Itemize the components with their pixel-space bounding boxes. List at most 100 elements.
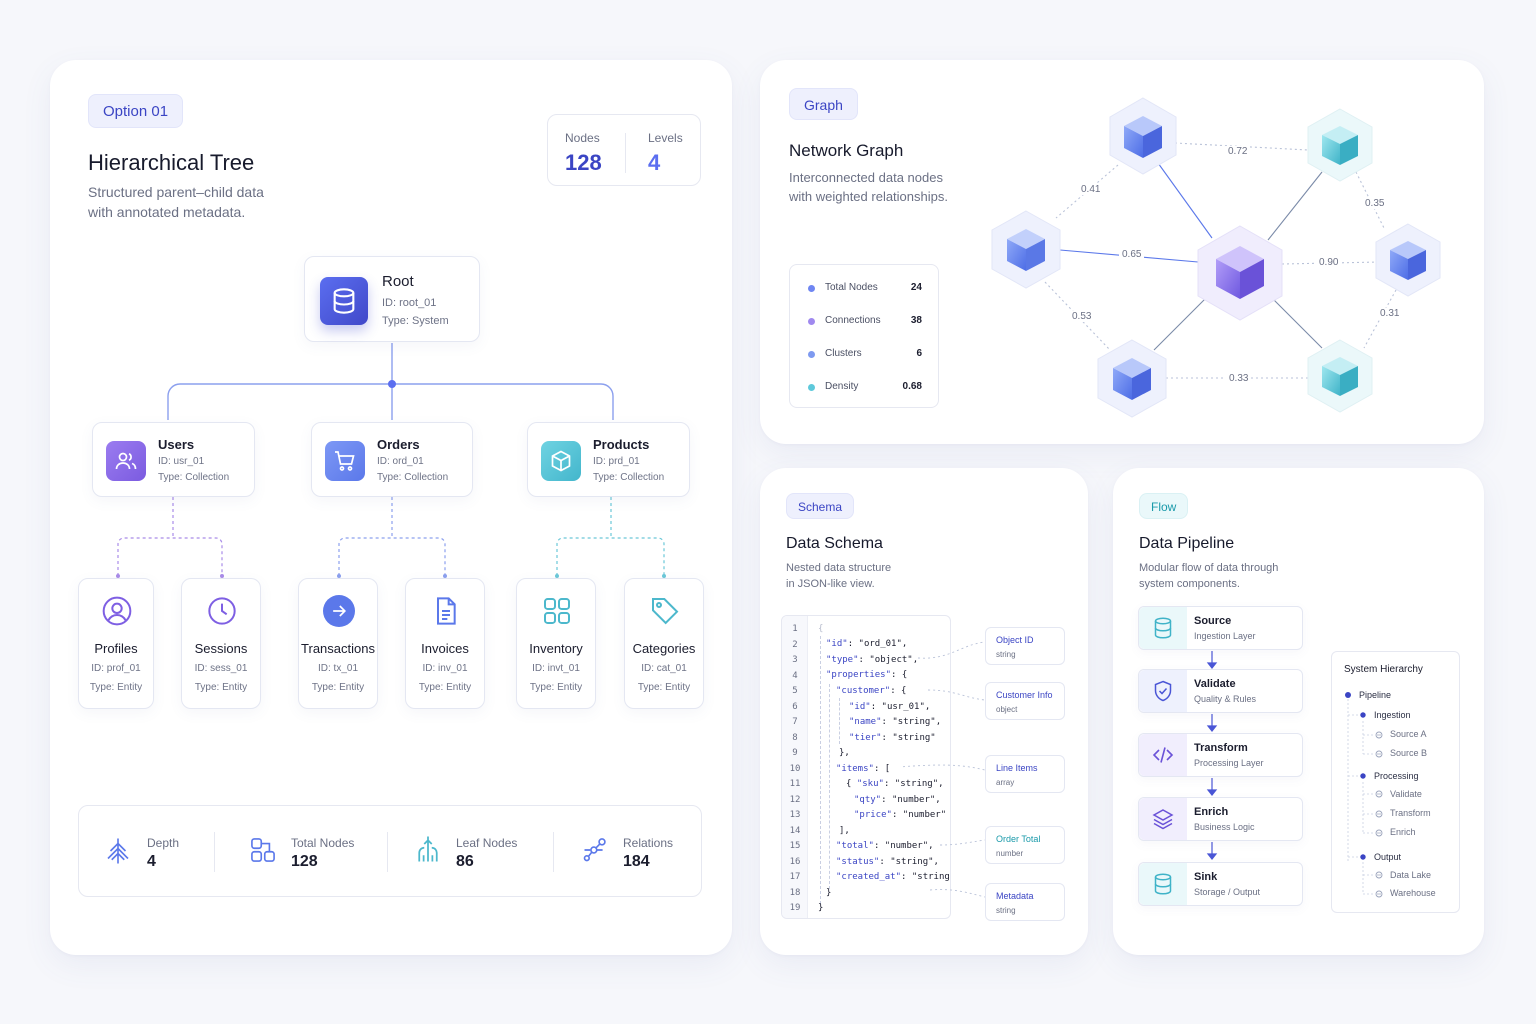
tree-leaf-invoices[interactable]: Invoices ID: inv_01 Type: Entity	[405, 578, 485, 709]
hierarchy-item-source-a[interactable]: Source A	[1390, 729, 1427, 739]
code-token: },	[839, 748, 850, 758]
pipeline-step-validate[interactable]: Validate Quality & Rules	[1138, 669, 1303, 713]
tree-leaf-transactions[interactable]: Transactions ID: tx_01 Type: Entity	[298, 578, 378, 709]
tag-type: object	[996, 705, 1018, 714]
pipeline-step-transform[interactable]: Transform Processing Layer	[1138, 733, 1303, 777]
hierarchy-item-transform[interactable]: Transform	[1390, 808, 1431, 818]
line-number: 10	[789, 763, 801, 774]
line-number: 16	[789, 856, 801, 867]
hierarchy-item-data-lake[interactable]: Data Lake	[1390, 870, 1432, 880]
sessions-type: Type: Entity	[194, 682, 248, 693]
pipeline-step-enrich[interactable]: Enrich Business Logic	[1138, 797, 1303, 841]
line-number: 8	[792, 732, 798, 743]
hierarchy-group-ingestion[interactable]: Ingestion	[1374, 710, 1411, 720]
code-token: "total"	[836, 841, 874, 851]
code-token: "created_at"	[836, 872, 902, 882]
inventory-type: Type: Entity	[529, 682, 583, 693]
hierarchy-item-warehouse[interactable]: Warehouse	[1390, 888, 1436, 898]
tree-root-node[interactable]: Root ID: root_01 Type: System	[304, 256, 480, 342]
categories-name: Categories	[632, 641, 696, 656]
hierarchy-group-processing[interactable]: Processing	[1374, 771, 1419, 781]
inventory-id: ID: invt_01	[532, 663, 580, 674]
users-name: Users	[158, 437, 195, 452]
tree-stats-bar: Depth 4 Total Nodes 128 Leaf Nodes 86 Re…	[78, 805, 702, 897]
relations-icon	[583, 838, 606, 862]
tag-type: number	[996, 849, 1024, 858]
code-token: "ord_01",	[858, 639, 908, 649]
code-line-16: "status": "string",	[836, 857, 939, 867]
line-number: 12	[789, 794, 801, 805]
inventory-name: Inventory	[529, 641, 583, 656]
tree-title: Hierarchical Tree	[88, 150, 255, 175]
code-token: "id"	[849, 702, 871, 712]
code-token: }	[818, 903, 824, 913]
shield-check-icon	[1139, 670, 1187, 712]
tree-leaf-inventory[interactable]: Inventory ID: invt_01 Type: Entity	[516, 578, 596, 709]
schema-tag-object-id[interactable]: Object ID string	[985, 627, 1065, 665]
code-token: "string"	[911, 872, 951, 882]
tree-leaf-profiles[interactable]: Profiles ID: prof_01 Type: Entity	[78, 578, 154, 709]
code-line-11: { "sku": "string",	[846, 779, 944, 789]
tree-node-users[interactable]: Users ID: usr_01 Type: Collection	[92, 422, 255, 497]
code-line-17: "created_at": "string"	[836, 872, 951, 882]
code-line-1: {	[818, 624, 823, 634]
tree-depth-icon	[107, 838, 129, 864]
code-line-15: "total": "number",	[836, 841, 934, 851]
hierarchy-item-enrich[interactable]: Enrich	[1390, 827, 1416, 837]
step-sub: Storage / Output	[1194, 887, 1261, 897]
line-number: 7	[792, 717, 798, 727]
code-line-6: "id": "usr_01",	[849, 702, 931, 712]
schema-tag-order-total[interactable]: Order Total number	[985, 826, 1065, 864]
tree-node-products[interactable]: Products ID: prd_01 Type: Collection	[527, 422, 690, 497]
categories-id: ID: cat_01	[641, 663, 687, 674]
pipeline-step-source[interactable]: Source Ingestion Layer	[1138, 606, 1303, 650]
legend-connections: Connections 38	[808, 312, 922, 332]
hierarchy-root[interactable]: Pipeline	[1359, 690, 1392, 700]
step-sub: Ingestion Layer	[1194, 631, 1256, 641]
schema-tag-line-items[interactable]: Line Items array	[985, 755, 1065, 793]
tree-leaf-sessions[interactable]: Sessions ID: sess_01 Type: Entity	[181, 578, 261, 709]
line-number: 4	[792, 670, 798, 681]
hierarchy-title: System Hierarchy	[1344, 664, 1423, 675]
code-line-8: "tier": "string"	[849, 733, 936, 743]
schema-tag-metadata[interactable]: Metadata string	[985, 883, 1065, 921]
code-token: {	[901, 670, 908, 680]
line-number: 18	[789, 887, 801, 898]
hierarchy-group-output[interactable]: Output	[1374, 852, 1402, 862]
legend-dot-clusters	[808, 351, 815, 358]
hierarchy-item-validate[interactable]: Validate	[1390, 789, 1422, 799]
guide-2	[829, 684, 830, 889]
nodes-icon	[251, 838, 275, 862]
step-name: Sink	[1194, 871, 1218, 883]
relations-label: Relations	[623, 836, 674, 850]
code-line-14: ],	[839, 826, 850, 836]
document-icon	[437, 597, 456, 625]
edge-label: 0.35	[1362, 198, 1388, 209]
line-number: 3	[792, 655, 798, 665]
cart-icon	[325, 441, 365, 481]
categories-type: Type: Entity	[637, 682, 691, 693]
transactions-type: Type: Entity	[311, 682, 365, 693]
arrow-right-icon	[323, 595, 355, 627]
code-token: "customer"	[836, 686, 891, 696]
tree-leaf-categories[interactable]: Categories ID: cat_01 Type: Entity	[624, 578, 704, 709]
legend-dot-total-nodes	[808, 285, 815, 292]
hierarchy-item-source-b[interactable]: Source B	[1390, 748, 1428, 758]
line-gutter	[782, 616, 808, 918]
edge-label: 0.53	[1069, 311, 1095, 322]
schema-tag-customer-info[interactable]: Customer Info object	[985, 682, 1065, 720]
stats-divider-1	[214, 832, 215, 872]
tree-node-orders[interactable]: Orders ID: ord_01 Type: Collection	[311, 422, 473, 497]
line-number: 14	[789, 825, 801, 836]
pipeline-step-sink[interactable]: Sink Storage / Output	[1138, 862, 1303, 906]
code-token: "string",	[894, 779, 944, 789]
code-token: "string"	[892, 733, 936, 743]
pipeline-badge: Flow	[1139, 493, 1189, 519]
code-token: "string",	[892, 717, 942, 727]
tag-title: Order Total	[996, 834, 1041, 844]
leaf-nodes-value: 86	[456, 853, 474, 870]
step-sub: Processing Layer	[1194, 758, 1264, 768]
levels-value: 4	[648, 150, 661, 175]
tree-summary-box: Nodes 128 Levels 4	[547, 114, 701, 186]
code-line-5: "customer": {	[836, 686, 907, 696]
